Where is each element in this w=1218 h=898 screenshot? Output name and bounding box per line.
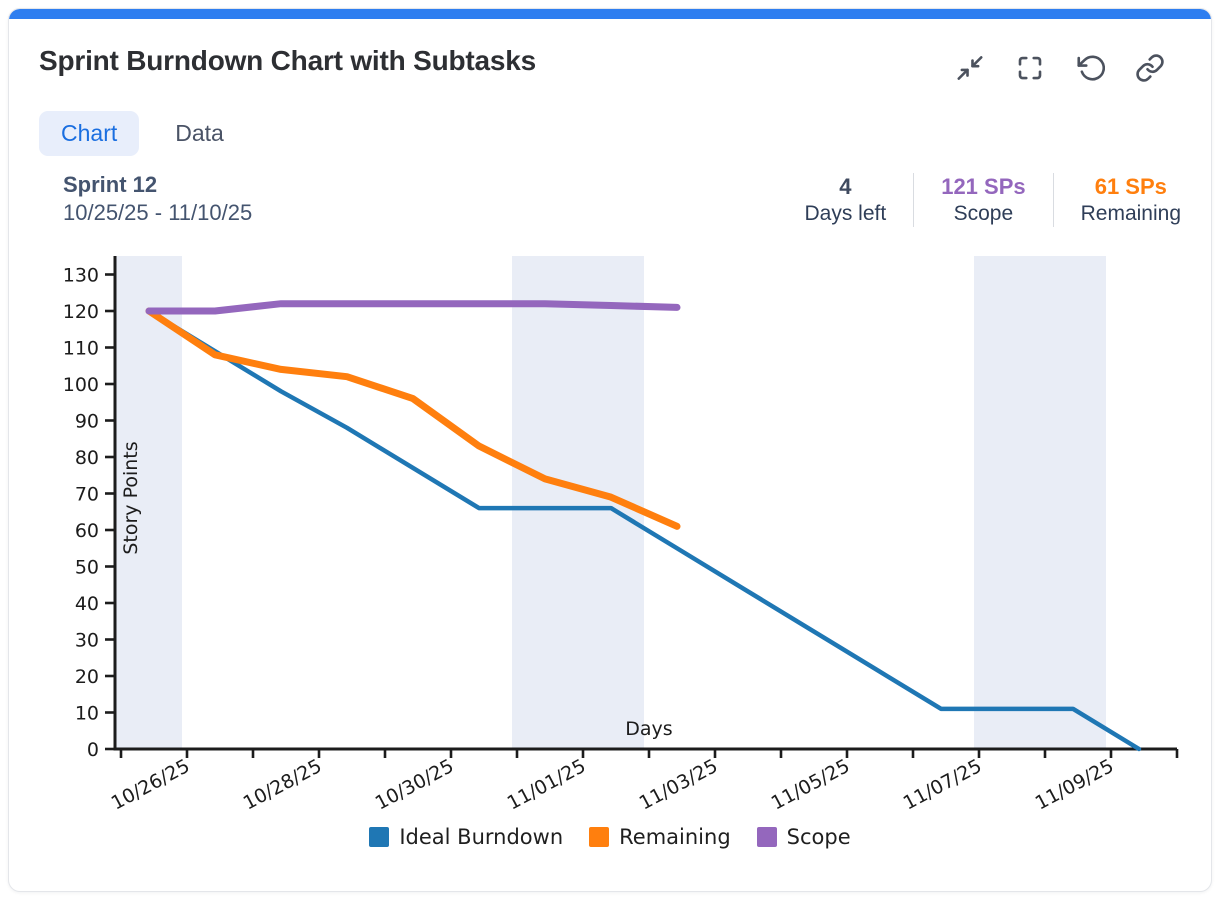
stat-label: Remaining <box>1080 201 1181 225</box>
legend-label: Scope <box>786 825 851 849</box>
tick-label: 40 <box>75 593 99 615</box>
link-button[interactable] <box>1135 53 1165 83</box>
view-tabs: Chart Data <box>39 111 246 156</box>
legend-label: Remaining <box>619 825 731 849</box>
stat-value: 61 SPs <box>1094 174 1167 199</box>
link-icon <box>1135 53 1165 83</box>
tick-label: 90 <box>75 411 99 433</box>
tick-label: 0 <box>87 739 99 761</box>
sprint-stats: 4 Days left 121 SPs Scope 61 SPs Remaini… <box>778 173 1184 227</box>
tick-label: 11/03/25 <box>636 755 722 814</box>
tab-chart[interactable]: Chart <box>39 111 140 156</box>
legend-swatch <box>369 827 390 847</box>
tick-label: Days <box>625 718 672 740</box>
sprint-name: Sprint 12 <box>63 172 158 197</box>
fullscreen-icon <box>1015 53 1045 83</box>
stat-scope: 121 SPs Scope <box>913 173 1052 227</box>
burndown-chart: 0 10 20 30 40 50 60 70 80 90 100 110 120 130 10/26/25 1… <box>63 256 1179 814</box>
page-title: Sprint Burndown Chart with Subtasks <box>39 45 537 76</box>
arrows-collapse-icon <box>955 53 985 83</box>
tick-label: 70 <box>75 484 99 506</box>
sprint-date-range: 10/25/25 - 11/10/25 <box>63 199 253 225</box>
chart-area: 0 10 20 30 40 50 60 70 80 90 100 110 120 130 10/26/25 1… <box>9 246 1211 821</box>
tick-label: 11/05/25 <box>768 755 854 814</box>
stat-label: Days left <box>804 201 887 225</box>
weekend-band <box>116 256 182 749</box>
legend-label: Ideal Burndown <box>399 825 564 849</box>
sprint-info: Sprint 12 10/25/25 - 11/10/25 <box>63 171 252 226</box>
stat-label: Scope <box>953 201 1014 225</box>
burndown-widget-card: Sprint Burndown Chart with Subtasks <box>8 8 1212 892</box>
tick-label: 80 <box>75 447 99 469</box>
tick-label: 120 <box>63 301 99 323</box>
tick-label: 11/09/25 <box>1032 755 1118 814</box>
toolbar <box>955 53 1165 83</box>
legend-item: Remaining <box>589 825 731 849</box>
weekend-band <box>974 256 1106 749</box>
legend-swatch <box>589 827 610 847</box>
rotate-ccw-icon <box>1075 53 1105 83</box>
tick-label: 11/01/25 <box>504 755 590 814</box>
stat-value: 4 <box>839 174 852 199</box>
tick-label: 11/07/25 <box>900 755 986 814</box>
chart-legend: Ideal Burndown Remaining Scope <box>9 825 1211 849</box>
refresh-button[interactable] <box>1075 53 1105 83</box>
tick-label: 10 <box>75 703 99 725</box>
tick-label: Story Points <box>120 441 142 554</box>
stat-days-left: 4 Days left <box>778 173 914 227</box>
legend-swatch <box>756 827 777 847</box>
tab-data[interactable]: Data <box>153 111 246 156</box>
stat-remaining: 61 SPs Remaining <box>1052 173 1183 227</box>
collapse-button[interactable] <box>955 53 985 83</box>
tick-label: 110 <box>63 338 99 360</box>
tick-label: 130 <box>63 265 99 287</box>
legend-item: Scope <box>756 825 851 849</box>
tick-label: 100 <box>63 374 99 396</box>
legend-item: Ideal Burndown <box>369 825 563 849</box>
tick-label: 30 <box>75 630 99 652</box>
fullscreen-button[interactable] <box>1015 53 1045 83</box>
series-remaining <box>145 307 681 530</box>
tick-label: 10/30/25 <box>372 755 458 814</box>
tick-label: 50 <box>75 557 99 579</box>
tick-label: 20 <box>75 666 99 688</box>
tick-label: 10/28/25 <box>240 755 326 814</box>
tick-label: 60 <box>75 520 99 542</box>
accent-bar <box>9 9 1211 19</box>
series-ideal-burndown <box>146 308 1142 752</box>
series-scope <box>145 300 681 315</box>
stat-value: 121 SPs <box>941 174 1026 199</box>
tick-label: 10/26/25 <box>108 755 194 814</box>
